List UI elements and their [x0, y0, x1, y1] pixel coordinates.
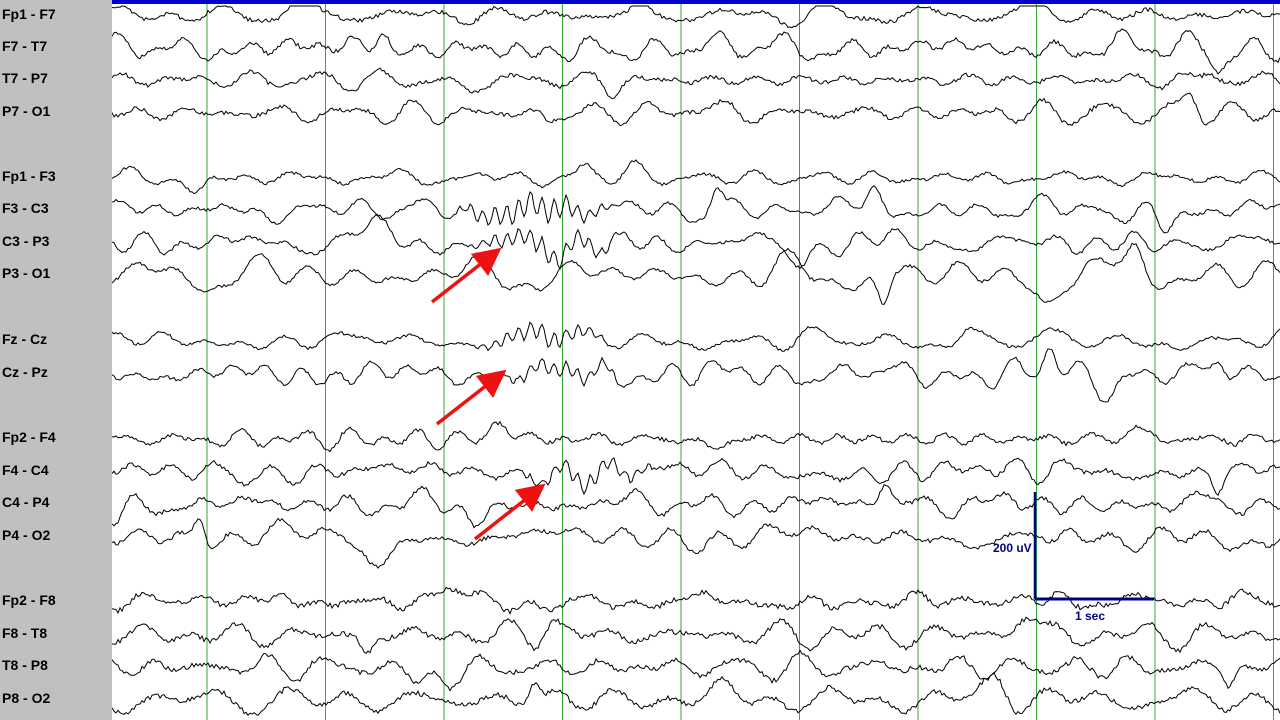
eeg-trace-area[interactable]: 200 uV 1 sec	[112, 0, 1280, 720]
channel-label-p4-o2: P4 - O2	[2, 527, 51, 543]
eeg-plot: 200 uV 1 sec	[112, 0, 1280, 720]
channel-label-t8-p8: T8 - P8	[2, 657, 48, 673]
eeg-trace-t7-p7	[112, 67, 1280, 100]
eeg-trace-t8-p8	[112, 649, 1280, 692]
eeg-trace-f7-t7	[112, 28, 1280, 75]
channel-label-fp1-f7: Fp1 - F7	[2, 6, 56, 22]
channel-label-p7-o1: P7 - O1	[2, 103, 51, 119]
eeg-trace-fp2-f4	[112, 420, 1280, 453]
eeg-trace-p3-o1	[112, 242, 1280, 305]
eeg-trace-fz-cz	[112, 321, 1280, 352]
eeg-trace-fp1-f3	[112, 159, 1280, 195]
eeg-trace-p7-o1	[112, 92, 1280, 127]
channel-label-fp2-f4: Fp2 - F4	[2, 429, 56, 445]
calibration-time-label: 1 sec	[1075, 609, 1105, 623]
eeg-trace-f8-t8	[112, 616, 1280, 654]
channel-label-cz-pz: Cz - Pz	[2, 364, 48, 380]
channel-label-p8-o2: P8 - O2	[2, 690, 51, 706]
channel-label-c4-p4: C4 - P4	[2, 494, 50, 510]
eeg-trace-c3-p3	[112, 214, 1280, 271]
channel-label-f4-c4: F4 - C4	[2, 462, 49, 478]
channel-label-f3-c3: F3 - C3	[2, 200, 49, 216]
eeg-trace-c4-p4	[112, 484, 1280, 529]
page-top-bar	[112, 0, 1280, 4]
channel-label-c3-p3: C3 - P3	[2, 233, 50, 249]
annotation-arrow-3	[473, 483, 546, 541]
annotation-arrow-2	[435, 369, 507, 426]
eeg-trace-cz-pz	[112, 348, 1280, 403]
channel-label-f7-t7: F7 - T7	[2, 38, 48, 54]
eeg-trace-fp2-f8	[112, 586, 1280, 615]
eeg-trace-f4-c4	[112, 457, 1280, 497]
channel-label-fz-cz: Fz - Cz	[2, 331, 48, 347]
eeg-trace-f3-c3	[112, 185, 1280, 234]
eeg-trace-p8-o2	[112, 671, 1280, 717]
annotation-arrow-1	[430, 247, 502, 304]
eeg-trace-p4-o2	[112, 517, 1280, 569]
channel-label-fp1-f3: Fp1 - F3	[2, 168, 56, 184]
channel-label-fp2-f8: Fp2 - F8	[2, 592, 56, 608]
channel-label-f8-t8: F8 - T8	[2, 625, 48, 641]
eeg-trace-fp1-f7	[112, 5, 1280, 29]
channel-label-panel: Fp1 - F7 F7 - T7 T7 - P7 P7 - O1 Fp1 - F…	[0, 0, 112, 720]
calibration-amplitude-label: 200 uV	[993, 541, 1032, 555]
channel-label-p3-o1: P3 - O1	[2, 265, 51, 281]
channel-label-t7-p7: T7 - P7	[2, 70, 48, 86]
